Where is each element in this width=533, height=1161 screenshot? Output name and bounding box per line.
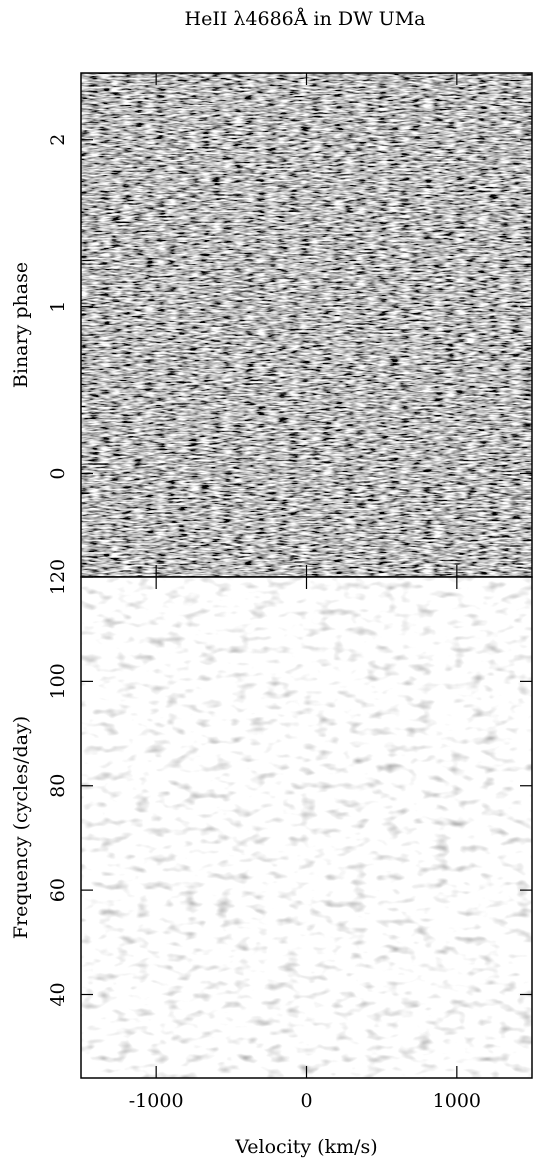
y-axis-label: Binary phase: [10, 262, 32, 388]
y-axis-label: Frequency (cycles/day): [10, 716, 32, 939]
y-tick-label: 1: [47, 301, 69, 313]
x-axis-label: Velocity (km/s): [234, 1136, 377, 1158]
y-tick-label: 2: [47, 134, 69, 146]
y-tick-label: 80: [47, 774, 69, 798]
y-tick-label: 100: [47, 663, 69, 699]
y-tick-label: 60: [47, 878, 69, 902]
x-tick-label: -1000: [129, 1090, 184, 1112]
image: [81, 577, 532, 1078]
y-tick-label: 40: [47, 982, 69, 1006]
y-tick-label: 120: [47, 559, 69, 595]
y-tick-label: 0: [47, 467, 69, 479]
chart-title: HeII λ4686Å in DW UMa: [185, 8, 426, 30]
x-tick-label: 0: [300, 1090, 312, 1112]
x-tick-label: 1000: [433, 1090, 481, 1112]
image: [81, 73, 532, 577]
